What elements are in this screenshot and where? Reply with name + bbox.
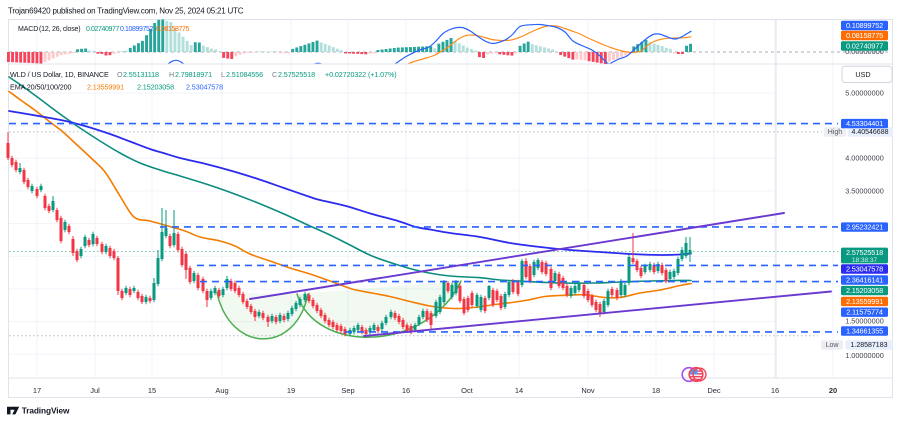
svg-text:2.53047578: 2.53047578 — [846, 265, 883, 274]
svg-text:Dec: Dec — [707, 386, 721, 395]
svg-text:2.15203058: 2.15203058 — [846, 286, 883, 295]
svg-text:Oct: Oct — [461, 386, 474, 395]
svg-text:2.13559991: 2.13559991 — [87, 83, 124, 92]
svg-text:5.00000000: 5.00000000 — [845, 89, 884, 98]
svg-text:0.10899752: 0.10899752 — [846, 21, 883, 30]
svg-text:TradingView: TradingView — [22, 405, 70, 415]
svg-text:EMA 20/50/100/200: EMA 20/50/100/200 — [10, 83, 72, 92]
svg-text:Low: Low — [826, 342, 840, 349]
svg-text:4.40546688: 4.40546688 — [852, 129, 889, 136]
svg-text:Aug: Aug — [215, 386, 228, 395]
svg-text:2.57525518: 2.57525518 — [278, 70, 315, 79]
svg-text:4.53304401: 4.53304401 — [846, 119, 883, 128]
svg-text:Nov: Nov — [581, 386, 595, 395]
svg-text:14: 14 — [515, 386, 523, 395]
svg-text:0.08158775: 0.08158775 — [846, 31, 883, 40]
svg-text:0.02740977: 0.02740977 — [86, 26, 119, 33]
svg-text:4.00000000: 4.00000000 — [845, 154, 884, 163]
svg-text:20: 20 — [829, 386, 837, 395]
svg-text:0.00000000: 0.00000000 — [845, 47, 884, 56]
svg-text:18:38:37: 18:38:37 — [852, 257, 878, 264]
svg-text:WLD / US Dollar, 1D, BINANCE: WLD / US Dollar, 1D, BINANCE — [10, 70, 109, 79]
svg-text:2.11575774: 2.11575774 — [846, 308, 883, 317]
svg-text:2.79818971: 2.79818971 — [175, 70, 212, 79]
svg-text:1.34661355: 1.34661355 — [846, 327, 883, 336]
svg-text:1.28587183: 1.28587183 — [851, 342, 888, 349]
svg-text:2.36416141: 2.36416141 — [846, 276, 883, 285]
svg-text:High: High — [828, 129, 843, 136]
svg-text:H: H — [169, 70, 174, 79]
svg-text:3.50000000: 3.50000000 — [845, 187, 884, 196]
svg-text:18: 18 — [652, 386, 660, 395]
svg-text:0.08158775: 0.08158775 — [156, 26, 189, 33]
svg-text:2.13559991: 2.13559991 — [846, 297, 883, 306]
svg-text:15: 15 — [148, 386, 156, 395]
svg-text:16: 16 — [771, 386, 779, 395]
svg-text:0.02740977: 0.02740977 — [846, 42, 883, 51]
svg-text:C: C — [272, 70, 277, 79]
svg-text:2.53047578: 2.53047578 — [186, 83, 223, 92]
svg-text:1.00000000: 1.00000000 — [845, 351, 884, 360]
svg-text:2.57525518: 2.57525518 — [846, 248, 883, 257]
svg-text:Sep: Sep — [341, 386, 354, 395]
svg-text:Trojan69420 published on Tradi: Trojan69420 published on TradingView.com… — [8, 7, 244, 16]
svg-text:+0.02720322 (+1.07%): +0.02720322 (+1.07%) — [325, 70, 397, 79]
svg-text:USD: USD — [855, 70, 870, 79]
svg-text:16: 16 — [402, 386, 410, 395]
svg-text:1.50000000: 1.50000000 — [845, 316, 884, 325]
svg-text:17: 17 — [33, 386, 41, 395]
svg-text:2.55131118: 2.55131118 — [123, 70, 159, 79]
svg-text:2.51084556: 2.51084556 — [226, 70, 263, 79]
svg-text:2.15203058: 2.15203058 — [137, 83, 174, 92]
svg-text:O: O — [117, 70, 123, 79]
svg-text:(12, 26, close): (12, 26, close) — [39, 26, 80, 33]
svg-text:19: 19 — [287, 386, 295, 395]
svg-text:2.95232421: 2.95232421 — [846, 223, 883, 232]
svg-text:L: L — [221, 70, 225, 79]
svg-text:0.10899752: 0.10899752 — [120, 26, 153, 33]
svg-text:Jul: Jul — [90, 386, 100, 395]
svg-text:MACD: MACD — [18, 26, 38, 33]
